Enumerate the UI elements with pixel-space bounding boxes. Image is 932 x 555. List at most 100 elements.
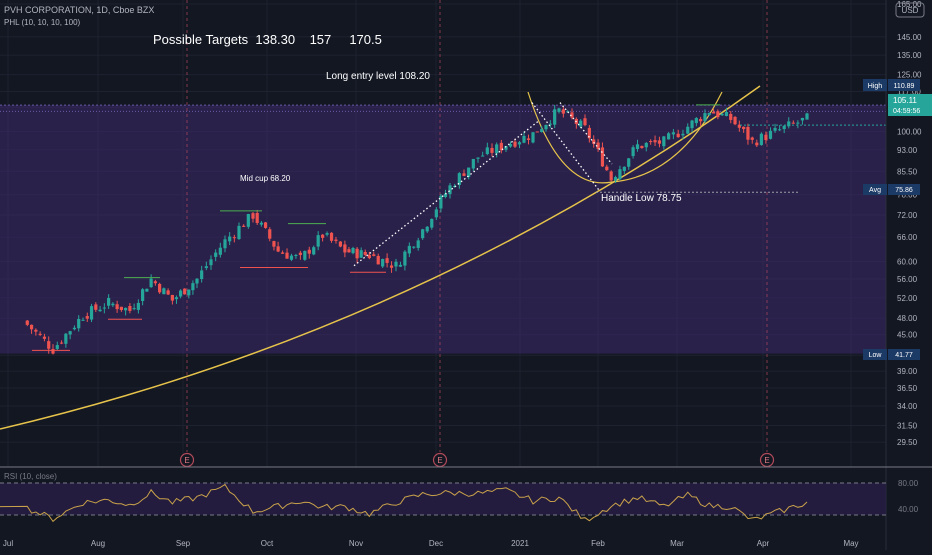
candle-body[interactable] — [759, 133, 763, 145]
candle-body[interactable] — [237, 225, 241, 240]
candle-body[interactable] — [522, 135, 526, 143]
candle-body[interactable] — [89, 306, 94, 320]
candle-body[interactable] — [145, 288, 149, 292]
candle-body[interactable] — [218, 247, 222, 255]
candle-body[interactable] — [223, 239, 227, 249]
candle-body[interactable] — [174, 297, 179, 300]
candle-body[interactable] — [768, 130, 773, 139]
candle-body[interactable] — [312, 247, 316, 255]
candle-body[interactable] — [711, 111, 716, 114]
candle-body[interactable] — [77, 318, 81, 329]
candles[interactable] — [25, 104, 809, 355]
candle-body[interactable] — [347, 249, 351, 253]
candle-body[interactable] — [773, 127, 777, 131]
candle-body[interactable] — [98, 309, 102, 312]
candle-body[interactable] — [376, 255, 380, 265]
candle-body[interactable] — [805, 113, 809, 120]
candle-body[interactable] — [694, 118, 698, 124]
candle-body[interactable] — [662, 136, 666, 147]
candle-body[interactable] — [187, 289, 191, 296]
candle-body[interactable] — [495, 144, 499, 154]
candle-body[interactable] — [263, 222, 268, 228]
candle-body[interactable] — [729, 113, 733, 120]
candle-body[interactable] — [115, 304, 119, 310]
candle-body[interactable] — [640, 145, 644, 149]
candle-body[interactable] — [627, 158, 631, 167]
candle-body[interactable] — [622, 166, 626, 171]
candle-body[interactable] — [85, 316, 89, 319]
candle-body[interactable] — [724, 111, 729, 116]
candle-body[interactable] — [570, 112, 574, 118]
candle-body[interactable] — [170, 294, 174, 301]
candle-body[interactable] — [690, 120, 694, 129]
candle-body[interactable] — [55, 345, 59, 349]
candle-body[interactable] — [742, 126, 746, 130]
candle-body[interactable] — [316, 235, 320, 247]
candle-body[interactable] — [553, 109, 557, 125]
candle-body[interactable] — [566, 111, 570, 113]
candle-body[interactable] — [111, 303, 115, 306]
candle-body[interactable] — [294, 255, 298, 257]
candle-body[interactable] — [338, 241, 343, 247]
candle-body[interactable] — [59, 342, 64, 344]
candle-body[interactable] — [613, 177, 618, 181]
candle-body[interactable] — [782, 125, 786, 130]
candle-body[interactable] — [280, 252, 285, 254]
candle-body[interactable] — [439, 195, 443, 209]
candle-body[interactable] — [191, 283, 195, 291]
candle-body[interactable] — [531, 132, 535, 143]
candle-body[interactable] — [764, 134, 768, 141]
candle-body[interactable] — [631, 147, 635, 157]
candle-body[interactable] — [47, 341, 51, 349]
candle-body[interactable] — [355, 248, 359, 259]
candle-body[interactable] — [755, 142, 759, 146]
candle-body[interactable] — [214, 252, 218, 257]
candle-body[interactable] — [42, 336, 47, 339]
candle-body[interactable] — [64, 333, 68, 344]
candle-body[interactable] — [421, 229, 425, 239]
candle-body[interactable] — [448, 185, 452, 195]
candle-body[interactable] — [733, 116, 737, 125]
candle-body[interactable] — [407, 245, 411, 254]
candle-body[interactable] — [25, 320, 29, 325]
candle-body[interactable] — [398, 264, 403, 267]
candle-body[interactable] — [329, 232, 334, 241]
candle-body[interactable] — [119, 306, 123, 311]
candle-body[interactable] — [29, 324, 34, 330]
candle-body[interactable] — [720, 113, 724, 116]
candle-body[interactable] — [746, 126, 750, 140]
candle-body[interactable] — [703, 113, 707, 122]
candle-body[interactable] — [72, 327, 77, 330]
candle-body[interactable] — [372, 254, 376, 256]
candle-body[interactable] — [128, 306, 132, 311]
candle-body[interactable] — [325, 233, 329, 235]
candle-body[interactable] — [716, 111, 720, 118]
candle-body[interactable] — [242, 225, 246, 227]
candle-body[interactable] — [183, 288, 187, 295]
candle-body[interactable] — [587, 127, 591, 139]
candle-body[interactable] — [381, 259, 385, 267]
candle-body[interactable] — [504, 146, 508, 150]
candle-body[interactable] — [517, 142, 522, 145]
candle-body[interactable] — [68, 331, 72, 335]
candle-body[interactable] — [609, 171, 613, 181]
candle-body[interactable] — [255, 212, 259, 223]
candle-body[interactable] — [166, 290, 170, 295]
candle-body[interactable] — [158, 283, 162, 293]
candle-body[interactable] — [686, 126, 690, 134]
candle-body[interactable] — [635, 144, 640, 149]
candle-body[interactable] — [671, 132, 675, 135]
candle-body[interactable] — [787, 121, 791, 127]
candle-body[interactable] — [476, 157, 480, 159]
candle-body[interactable] — [667, 133, 671, 140]
candle-body[interactable] — [434, 209, 438, 218]
candle-body[interactable] — [81, 319, 85, 321]
candle-body[interactable] — [653, 140, 657, 143]
candle-body[interactable] — [141, 289, 145, 302]
candle-body[interactable] — [471, 159, 475, 169]
candle-body[interactable] — [416, 240, 420, 248]
candle-body[interactable] — [457, 173, 461, 185]
candle-body[interactable] — [153, 281, 157, 284]
